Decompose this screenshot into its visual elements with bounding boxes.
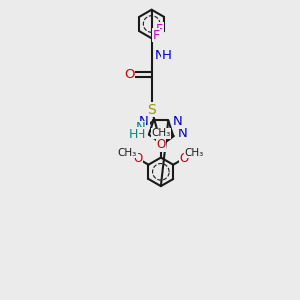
Text: O: O: [124, 68, 134, 81]
Text: CH₃: CH₃: [185, 148, 204, 158]
Text: N: N: [136, 121, 146, 134]
Text: F: F: [152, 28, 159, 42]
Text: N: N: [139, 115, 149, 128]
Text: O: O: [133, 152, 142, 165]
Text: H: H: [129, 128, 138, 141]
Text: F: F: [156, 23, 163, 36]
Text: N: N: [173, 115, 183, 128]
Text: O: O: [156, 139, 166, 152]
Text: N: N: [155, 50, 165, 62]
Text: N: N: [178, 127, 188, 140]
Text: H: H: [136, 128, 146, 141]
Text: O: O: [179, 152, 189, 165]
Text: S: S: [147, 103, 156, 117]
Text: CH₃: CH₃: [118, 148, 137, 158]
Text: H: H: [162, 50, 172, 62]
Text: CH₃: CH₃: [151, 128, 170, 138]
